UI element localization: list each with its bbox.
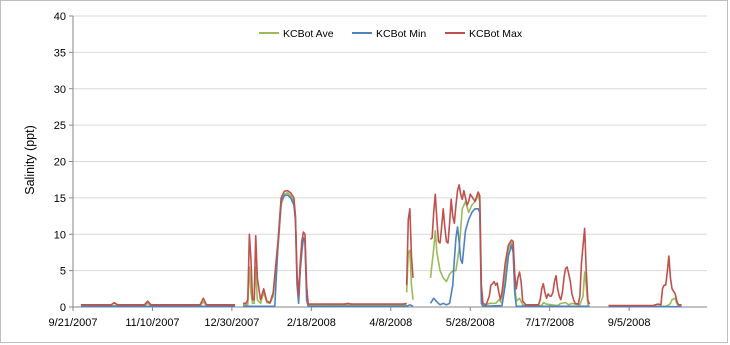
x-tick-label: 4/8/2008 [369,317,412,329]
x-tick-label: 12/30/2007 [204,317,259,329]
series-line-2-segment-3 [406,304,414,307]
x-tick-label: 9/21/2007 [49,317,98,329]
series-kcbot-ave [80,191,682,308]
x-tick-label: 9/5/2008 [608,317,651,329]
y-tick-label: 20 [54,157,66,169]
legend-label-3: KCBot Max [469,28,523,40]
series-line-3-segment-2 [243,189,407,305]
series-line-3-segment-4 [429,183,591,306]
y-tick-label: 15 [54,193,66,205]
x-tick-label: 11/10/2007 [125,317,179,329]
legend-label-2: KCBot Min [376,28,426,40]
series-line-3-segment-1 [80,297,236,306]
y-tick-label: 40 [54,11,66,23]
y-tick-label: 30 [54,84,66,96]
series-line-1-segment-2 [243,191,407,306]
x-tick-label: 5/28/2008 [446,317,495,329]
y-tick-label: 0 [60,302,66,314]
y-tick-label: 10 [54,229,66,241]
series-layer [80,183,682,308]
y-tick-label: 25 [54,120,66,132]
x-axis-ticks: 9/21/2007 11/10/2007 12/30/2007 2/18/2008 4/… [49,307,651,329]
series-line-3-segment-3 [405,207,414,286]
x-tick-label: 2/18/2008 [287,317,336,329]
legend-label-1: KCBot Ave [283,28,334,40]
y-tick-label: 5 [60,266,66,278]
y-axis-ticks: 0 5 10 15 20 25 30 35 40 [54,11,73,314]
series-kcbot-min [80,194,682,308]
series-line-3-segment-5 [608,255,682,307]
y-tick-label: 35 [54,47,66,59]
series-line-2-segment-4 [429,207,590,308]
x-tick-label: 7/17/2008 [525,317,574,329]
y-axis-title: Salinity (ppt) [23,125,37,194]
series-line-2-segment-2 [243,194,407,308]
series-kcbot-max [80,183,682,307]
gridlines [73,15,707,272]
legend: KCBot Ave KCBot Min KCBot Max [259,28,523,40]
